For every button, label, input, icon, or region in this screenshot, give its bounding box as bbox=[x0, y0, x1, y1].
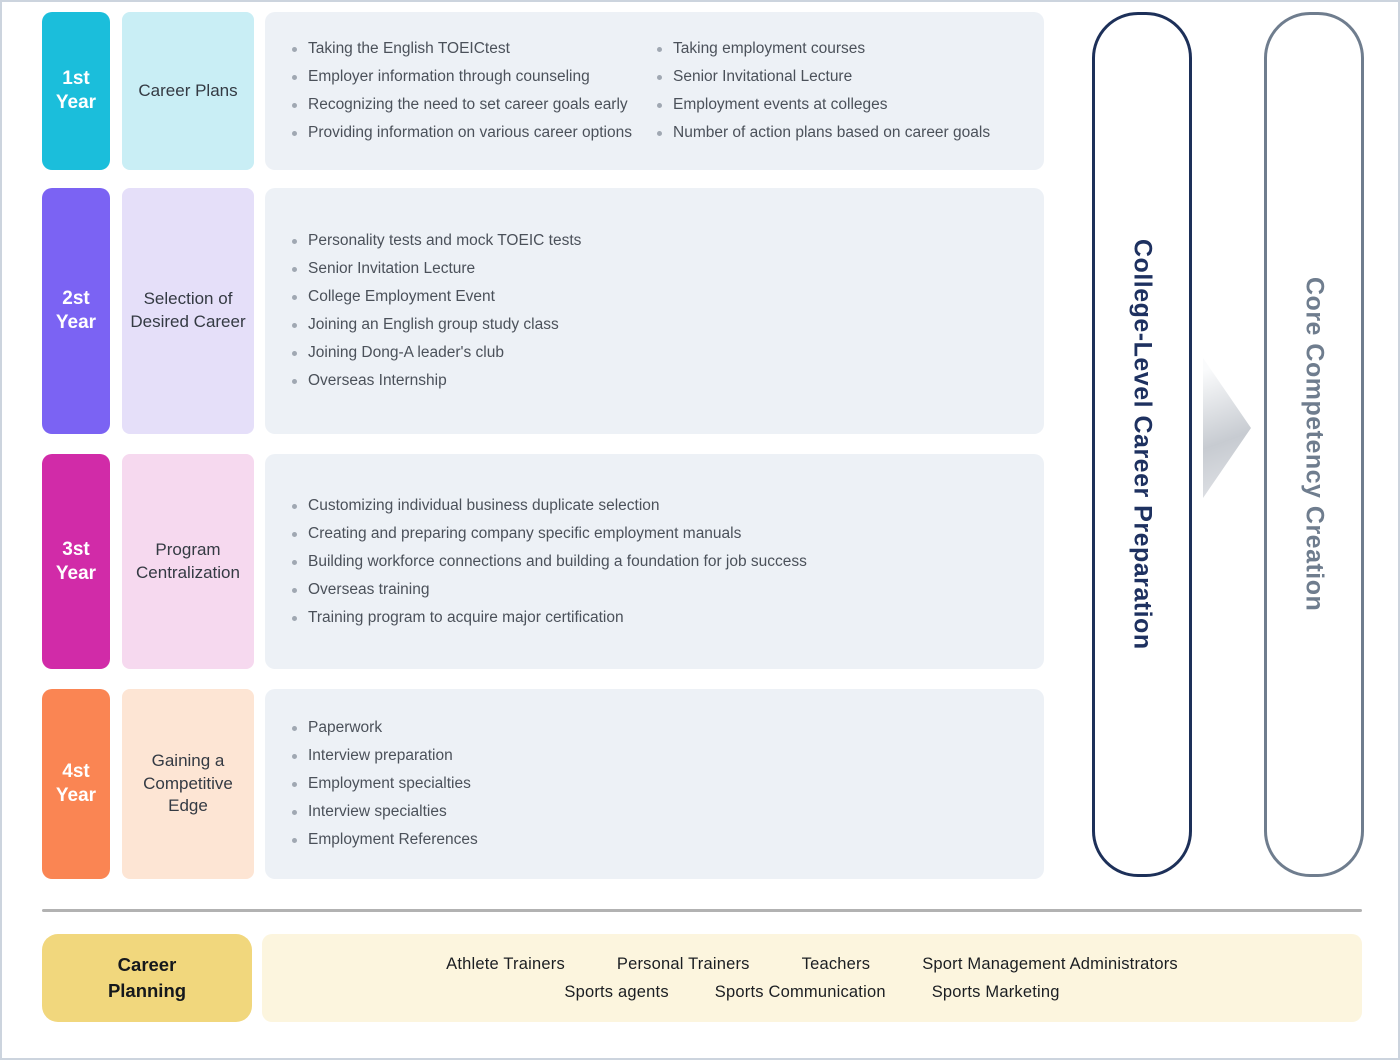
career-option: Athlete Trainers bbox=[446, 954, 565, 973]
activity-item: Interview preparation bbox=[291, 742, 1044, 770]
career-option: Sports Communication bbox=[714, 982, 886, 1001]
career-options-row-1: Athlete Trainers Personal Trainers Teach… bbox=[446, 955, 1178, 974]
activity-item: Overseas Internship bbox=[291, 367, 1044, 395]
career-options-box: Athlete Trainers Personal Trainers Teach… bbox=[262, 934, 1362, 1022]
activity-item: Taking the English TOEICtest bbox=[291, 35, 656, 63]
activity-item: Providing information on various career … bbox=[291, 119, 656, 147]
activity-item: Employer information through counseling bbox=[291, 63, 656, 91]
year-badge-line1: 1st bbox=[62, 68, 90, 90]
activity-list: Paperwork Interview preparation Employme… bbox=[291, 714, 1044, 854]
activity-item: Creating and preparing company specific … bbox=[291, 520, 1044, 548]
content-box-3: Customizing individual business duplicat… bbox=[265, 454, 1044, 669]
year-badge-line2: Year bbox=[55, 785, 97, 806]
activity-item: Senior Invitation Lecture bbox=[291, 255, 1044, 283]
banner-text: College-Level Career Preparation bbox=[1128, 239, 1157, 650]
career-planning-box: Career Planning bbox=[42, 934, 252, 1022]
activity-item: Interview specialties bbox=[291, 798, 1044, 826]
activity-item: Employment specialties bbox=[291, 770, 1044, 798]
year-badge-1: 1st Year bbox=[42, 12, 110, 170]
career-option: Sports agents bbox=[564, 982, 669, 1001]
career-option: Teachers bbox=[801, 954, 871, 973]
year-badge-line1: 4st bbox=[62, 761, 90, 783]
activity-list: Personality tests and mock TOEIC tests S… bbox=[291, 227, 1044, 395]
row-label-text: Gaining a Competitive Edge bbox=[143, 750, 233, 816]
career-option: Sports Marketing bbox=[931, 982, 1060, 1001]
activity-list-right: Taking employment courses Senior Invitat… bbox=[656, 35, 990, 147]
content-box-2: Personality tests and mock TOEIC tests S… bbox=[265, 188, 1044, 434]
career-option: Sport Management Administrators bbox=[922, 954, 1178, 973]
year-badge-3: 3st Year bbox=[42, 454, 110, 669]
year-badge-line2: Year bbox=[55, 562, 97, 584]
activity-item: Training program to acquire major certif… bbox=[291, 604, 1044, 632]
career-options-row-2: Sports agents Sports Communication Sport… bbox=[564, 983, 1059, 1002]
content-columns: Taking the English TOEICtest Employer in… bbox=[291, 35, 1044, 147]
content-box-1: Taking the English TOEICtest Employer in… bbox=[265, 12, 1044, 170]
year-badge-line2: Year bbox=[55, 92, 97, 113]
banner-text: Core Competency Creation bbox=[1300, 277, 1329, 612]
arrow-right-icon bbox=[1203, 358, 1251, 498]
row-label-career-plans: Career Plans bbox=[122, 12, 254, 170]
activity-item: Joining Dong-A leader's club bbox=[291, 339, 1044, 367]
row-label-text: Career Plans bbox=[138, 80, 238, 100]
activity-item: Joining an English group study class bbox=[291, 311, 1044, 339]
activity-item: Employment events at colleges bbox=[656, 91, 990, 119]
section-divider bbox=[42, 909, 1362, 912]
content-box-4: Paperwork Interview preparation Employme… bbox=[265, 689, 1044, 879]
activity-item: Senior Invitational Lecture bbox=[656, 63, 990, 91]
activity-item: Number of action plans based on career g… bbox=[656, 119, 990, 147]
year-rows: 1st Year Career Plans Taking the English… bbox=[42, 12, 1044, 879]
activity-item: Building workforce connections and build… bbox=[291, 548, 1044, 576]
activity-item: Personality tests and mock TOEIC tests bbox=[291, 227, 1044, 255]
activity-item: Overseas training bbox=[291, 576, 1044, 604]
activity-item: Customizing individual business duplicat… bbox=[291, 492, 1044, 520]
row-label-text: Selection of Desired Career bbox=[130, 289, 246, 331]
row-label-text: Program Centralization bbox=[136, 539, 240, 582]
row-label-gaining-a-competitive-edge: Gaining a Competitive Edge bbox=[122, 689, 254, 879]
row-1st-year: 1st Year Career Plans Taking the English… bbox=[42, 12, 1044, 170]
activity-item: Recognizing the need to set career goals… bbox=[291, 91, 656, 119]
activity-list: Customizing individual business duplicat… bbox=[291, 492, 1044, 632]
row-3rd-year: 3st Year Program Centralization Customiz… bbox=[42, 454, 1044, 669]
core-competency-creation-banner: Core Competency Creation bbox=[1264, 12, 1364, 877]
activity-item: Employment References bbox=[291, 826, 1044, 854]
college-level-career-preparation-banner: College-Level Career Preparation bbox=[1092, 12, 1192, 877]
row-label-selection-of-desired-career: Selection of Desired Career bbox=[122, 188, 254, 434]
year-badge-line1: 2st bbox=[62, 288, 90, 310]
career-option: Personal Trainers bbox=[616, 954, 750, 973]
year-badge-4: 4st Year bbox=[42, 689, 110, 879]
row-2nd-year: 2st Year Selection of Desired Career Per… bbox=[42, 188, 1044, 434]
career-planning-label: Career Planning bbox=[107, 954, 187, 1001]
activity-item: College Employment Event bbox=[291, 283, 1044, 311]
year-badge-line1: 3st bbox=[62, 538, 90, 560]
year-badge-2: 2st Year bbox=[42, 188, 110, 434]
activity-item: Paperwork bbox=[291, 714, 1044, 742]
year-badge-line2: Year bbox=[55, 312, 97, 333]
row-4th-year: 4st Year Gaining a Competitive Edge Pape… bbox=[42, 689, 1044, 879]
activity-list-left: Taking the English TOEICtest Employer in… bbox=[291, 35, 656, 147]
row-label-program-centralization: Program Centralization bbox=[122, 454, 254, 669]
activity-item: Taking employment courses bbox=[656, 35, 990, 63]
